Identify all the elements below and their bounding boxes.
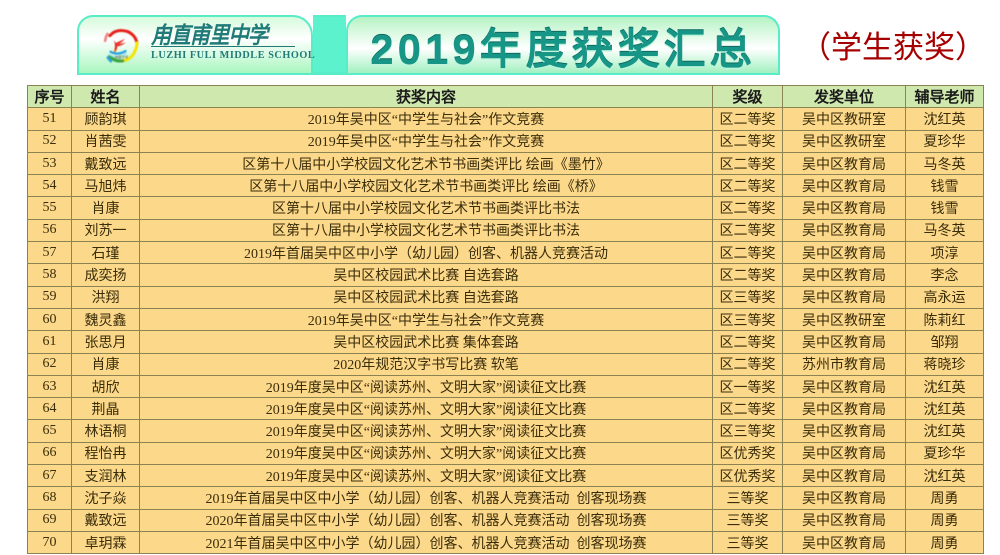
- svg-text:甪直中学: 甪直中学: [115, 55, 129, 60]
- svg-text:LUZHI: LUZHI: [118, 60, 125, 63]
